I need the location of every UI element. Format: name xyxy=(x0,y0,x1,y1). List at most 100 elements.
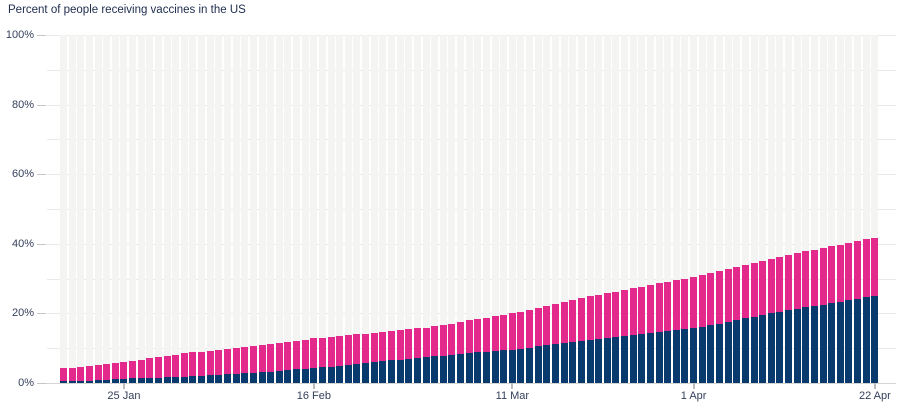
bar-segment-pink xyxy=(275,342,283,371)
stacked-bar xyxy=(215,35,223,383)
bar-track xyxy=(284,35,292,383)
stacked-bar xyxy=(500,35,508,383)
bar-segment-pink xyxy=(741,265,749,319)
bar-segment-pink xyxy=(871,237,879,296)
bar-track xyxy=(224,35,232,383)
bar-track xyxy=(85,35,93,383)
bar-segment-navy xyxy=(621,336,629,383)
bar-segment-navy xyxy=(206,375,214,383)
bar-track xyxy=(810,35,818,383)
bar-segment-pink xyxy=(724,268,732,322)
bar-track xyxy=(828,35,836,383)
bar-segment-navy xyxy=(819,304,827,383)
bar-track xyxy=(448,35,456,383)
bar-track xyxy=(388,35,396,383)
stacked-bar xyxy=(388,35,396,383)
bar-track xyxy=(60,35,68,383)
y-axis-label: 100% xyxy=(5,29,34,41)
bar-segment-navy xyxy=(474,352,482,383)
bar-segment-navy xyxy=(871,296,879,383)
bar-segment-navy xyxy=(267,371,275,383)
bar-track xyxy=(508,35,516,383)
bar-track xyxy=(681,35,689,383)
bar-track xyxy=(310,35,318,383)
bar-segment-pink xyxy=(137,359,145,379)
bar-track xyxy=(362,35,370,383)
bar-segment-pink xyxy=(785,254,793,311)
bar-segment-pink xyxy=(517,311,525,349)
stacked-bar xyxy=(716,35,724,383)
bar-segment-pink xyxy=(293,340,301,370)
stacked-bar xyxy=(129,35,137,383)
bar-segment-navy xyxy=(111,379,119,383)
x-axis-tick xyxy=(312,383,315,389)
y-axis-label: 60% xyxy=(11,168,34,180)
bar-segment-navy xyxy=(172,377,180,383)
stacked-bar xyxy=(508,35,516,383)
bar-segment-navy xyxy=(767,313,775,383)
stacked-bar xyxy=(180,35,188,383)
bar-segment-pink xyxy=(767,258,775,314)
stacked-bar xyxy=(111,35,119,383)
bar-track xyxy=(577,35,585,383)
x-axis-label: 1 Apr xyxy=(680,390,707,402)
stacked-bar xyxy=(336,35,344,383)
bar-segment-pink xyxy=(534,307,542,347)
bar-track xyxy=(845,35,853,383)
stacked-bar xyxy=(198,35,206,383)
bar-track xyxy=(258,35,266,383)
bar-track xyxy=(189,35,197,383)
bar-track xyxy=(77,35,85,383)
bar-segment-navy xyxy=(258,371,266,383)
bar-segment-navy xyxy=(595,339,603,383)
stacked-bar xyxy=(327,35,335,383)
stacked-bar xyxy=(293,35,301,383)
stacked-bar xyxy=(284,35,292,383)
bar-track xyxy=(172,35,180,383)
bar-segment-pink xyxy=(68,367,76,382)
bar-segment-pink xyxy=(759,260,767,316)
bar-segment-navy xyxy=(103,379,111,383)
bar-segment-pink xyxy=(103,363,111,380)
stacked-bar xyxy=(362,35,370,383)
bar-track xyxy=(802,35,810,383)
bar-segment-navy xyxy=(845,300,853,383)
bar-segment-navy xyxy=(465,353,473,383)
y-axis-label: 0% xyxy=(18,377,34,389)
stacked-bar xyxy=(638,35,646,383)
bar-segment-pink xyxy=(664,282,672,332)
stacked-bar xyxy=(759,35,767,383)
bar-segment-navy xyxy=(552,344,560,383)
bar-track xyxy=(836,35,844,383)
bar-segment-navy xyxy=(85,380,93,383)
bar-track xyxy=(482,35,490,383)
bar-track xyxy=(543,35,551,383)
stacked-bar xyxy=(413,35,421,383)
bar-segment-navy xyxy=(534,346,542,383)
bar-segment-navy xyxy=(129,378,137,383)
bar-segment-navy xyxy=(785,310,793,383)
bar-segment-navy xyxy=(724,321,732,383)
bar-segment-navy xyxy=(482,351,490,383)
bar-segment-pink xyxy=(793,253,801,309)
bar-track xyxy=(638,35,646,383)
bar-track xyxy=(672,35,680,383)
bar-track xyxy=(862,35,870,383)
bar-track xyxy=(698,35,706,383)
stacked-bar xyxy=(543,35,551,383)
bar-segment-pink xyxy=(603,292,611,339)
bar-segment-pink xyxy=(327,336,335,367)
bar-segment-pink xyxy=(802,251,810,308)
bar-segment-navy xyxy=(448,354,456,383)
bar-track xyxy=(569,35,577,383)
bar-segment-pink xyxy=(344,334,352,365)
bar-track xyxy=(413,35,421,383)
bar-segment-navy xyxy=(638,334,646,383)
bar-segment-pink xyxy=(810,249,818,307)
stacked-bar xyxy=(586,35,594,383)
bar-segment-pink xyxy=(457,322,465,355)
bar-segment-navy xyxy=(560,343,568,383)
stacked-bar xyxy=(577,35,585,383)
bar-track xyxy=(396,35,404,383)
bar-track xyxy=(871,35,879,383)
